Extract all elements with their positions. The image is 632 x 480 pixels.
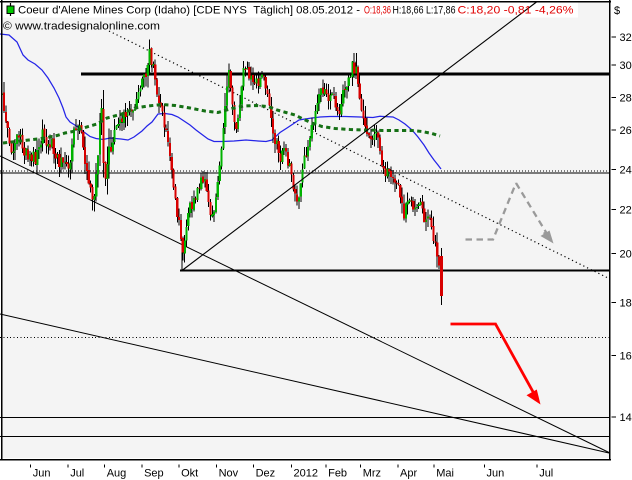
- svg-text:32: 32: [620, 32, 632, 44]
- svg-text:Mai: Mai: [436, 468, 454, 480]
- svg-text:Dez: Dez: [256, 468, 276, 480]
- svg-text:28: 28: [620, 93, 632, 105]
- svg-text:$: $: [614, 5, 620, 17]
- svg-text:22: 22: [620, 205, 632, 217]
- svg-text:2012: 2012: [294, 468, 318, 480]
- svg-text:Apr: Apr: [400, 468, 417, 480]
- svg-text:O:18,36: O:18,36: [364, 5, 391, 17]
- svg-text:Jun: Jun: [33, 468, 51, 480]
- svg-text:Aug: Aug: [107, 468, 127, 480]
- svg-text:24: 24: [620, 164, 632, 176]
- svg-text:14: 14: [620, 412, 632, 424]
- svg-text:H:18,66 L:17,86: H:18,66 L:17,86: [393, 5, 456, 17]
- svg-text:26: 26: [620, 125, 632, 137]
- svg-text:Coeur d'Alene Mines Corp (Idah: Coeur d'Alene Mines Corp (Idaho) [CDE NY…: [18, 5, 360, 17]
- svg-text:Mrz: Mrz: [363, 468, 381, 480]
- svg-text:16: 16: [620, 351, 632, 363]
- svg-text:Feb: Feb: [328, 468, 347, 480]
- svg-text:Jun: Jun: [487, 468, 505, 480]
- svg-text:Okt: Okt: [181, 468, 198, 480]
- svg-text:C:18,20 -0,81 -4,26%: C:18,20 -0,81 -4,26%: [458, 5, 574, 17]
- svg-text:18: 18: [620, 297, 632, 309]
- svg-text:Nov: Nov: [219, 468, 239, 480]
- svg-text:30: 30: [620, 60, 632, 72]
- svg-text:Jul: Jul: [70, 468, 84, 480]
- svg-text:Jul: Jul: [539, 468, 553, 480]
- svg-text:20: 20: [620, 248, 632, 260]
- svg-text:© www.tradesignalonline.com: © www.tradesignalonline.com: [3, 21, 160, 33]
- svg-text:Sep: Sep: [144, 468, 164, 480]
